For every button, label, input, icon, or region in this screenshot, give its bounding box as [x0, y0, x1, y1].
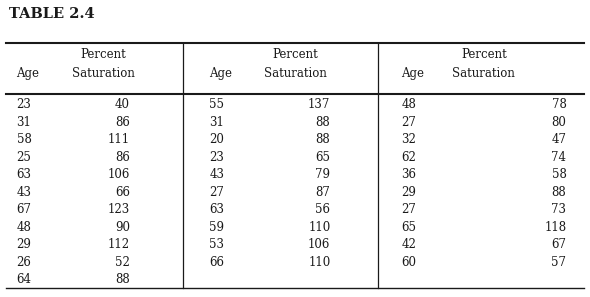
Text: 90: 90 — [115, 221, 130, 234]
Text: 87: 87 — [316, 186, 330, 199]
Text: 88: 88 — [115, 273, 130, 286]
Text: 23: 23 — [209, 151, 224, 164]
Text: 29: 29 — [401, 186, 416, 199]
Text: 65: 65 — [401, 221, 416, 234]
Text: 88: 88 — [316, 133, 330, 146]
Text: 26: 26 — [17, 256, 31, 269]
Text: TABLE 2.4: TABLE 2.4 — [9, 7, 94, 21]
Text: 32: 32 — [401, 133, 416, 146]
Text: 88: 88 — [552, 186, 566, 199]
Text: 65: 65 — [316, 151, 330, 164]
Text: 66: 66 — [115, 186, 130, 199]
Text: 111: 111 — [108, 133, 130, 146]
Text: 118: 118 — [544, 221, 566, 234]
Text: 27: 27 — [401, 116, 416, 129]
Text: 66: 66 — [209, 256, 224, 269]
Text: 43: 43 — [209, 168, 224, 181]
Text: 123: 123 — [107, 203, 130, 216]
Text: 48: 48 — [17, 221, 31, 234]
Text: 80: 80 — [552, 116, 566, 129]
Text: 112: 112 — [108, 238, 130, 251]
Text: 27: 27 — [209, 186, 224, 199]
Text: 110: 110 — [308, 221, 330, 234]
Text: Saturation: Saturation — [72, 67, 135, 80]
Text: 40: 40 — [115, 98, 130, 111]
Text: 79: 79 — [316, 168, 330, 181]
Text: Age: Age — [401, 67, 424, 80]
Text: Saturation: Saturation — [264, 67, 326, 80]
Text: 67: 67 — [17, 203, 31, 216]
Text: 110: 110 — [308, 256, 330, 269]
Text: 20: 20 — [209, 133, 224, 146]
Text: Age: Age — [209, 67, 232, 80]
Text: Percent: Percent — [272, 48, 318, 61]
Text: 106: 106 — [308, 238, 330, 251]
Text: 78: 78 — [552, 98, 566, 111]
Text: 74: 74 — [552, 151, 566, 164]
Text: 73: 73 — [552, 203, 566, 216]
Text: 31: 31 — [209, 116, 224, 129]
Text: 29: 29 — [17, 238, 31, 251]
Text: 36: 36 — [401, 168, 416, 181]
Text: 67: 67 — [552, 238, 566, 251]
Text: 60: 60 — [401, 256, 416, 269]
Text: Age: Age — [17, 67, 40, 80]
Text: 106: 106 — [107, 168, 130, 181]
Text: 55: 55 — [209, 98, 224, 111]
Text: 27: 27 — [401, 203, 416, 216]
Text: 63: 63 — [17, 168, 31, 181]
Text: Percent: Percent — [461, 48, 507, 61]
Text: 86: 86 — [115, 151, 130, 164]
Text: 63: 63 — [209, 203, 224, 216]
Text: 52: 52 — [115, 256, 130, 269]
Text: 64: 64 — [17, 273, 31, 286]
Text: 42: 42 — [401, 238, 416, 251]
Text: 25: 25 — [17, 151, 31, 164]
Text: 59: 59 — [209, 221, 224, 234]
Text: 137: 137 — [308, 98, 330, 111]
Text: 43: 43 — [17, 186, 31, 199]
Text: 58: 58 — [552, 168, 566, 181]
Text: Percent: Percent — [80, 48, 126, 61]
Text: 31: 31 — [17, 116, 31, 129]
Text: 88: 88 — [316, 116, 330, 129]
Text: 48: 48 — [401, 98, 416, 111]
Text: 56: 56 — [316, 203, 330, 216]
Text: 57: 57 — [552, 256, 566, 269]
Text: Saturation: Saturation — [453, 67, 515, 80]
Text: 86: 86 — [115, 116, 130, 129]
Text: 47: 47 — [552, 133, 566, 146]
Text: 53: 53 — [209, 238, 224, 251]
Text: 62: 62 — [401, 151, 416, 164]
Text: 23: 23 — [17, 98, 31, 111]
Text: 58: 58 — [17, 133, 31, 146]
